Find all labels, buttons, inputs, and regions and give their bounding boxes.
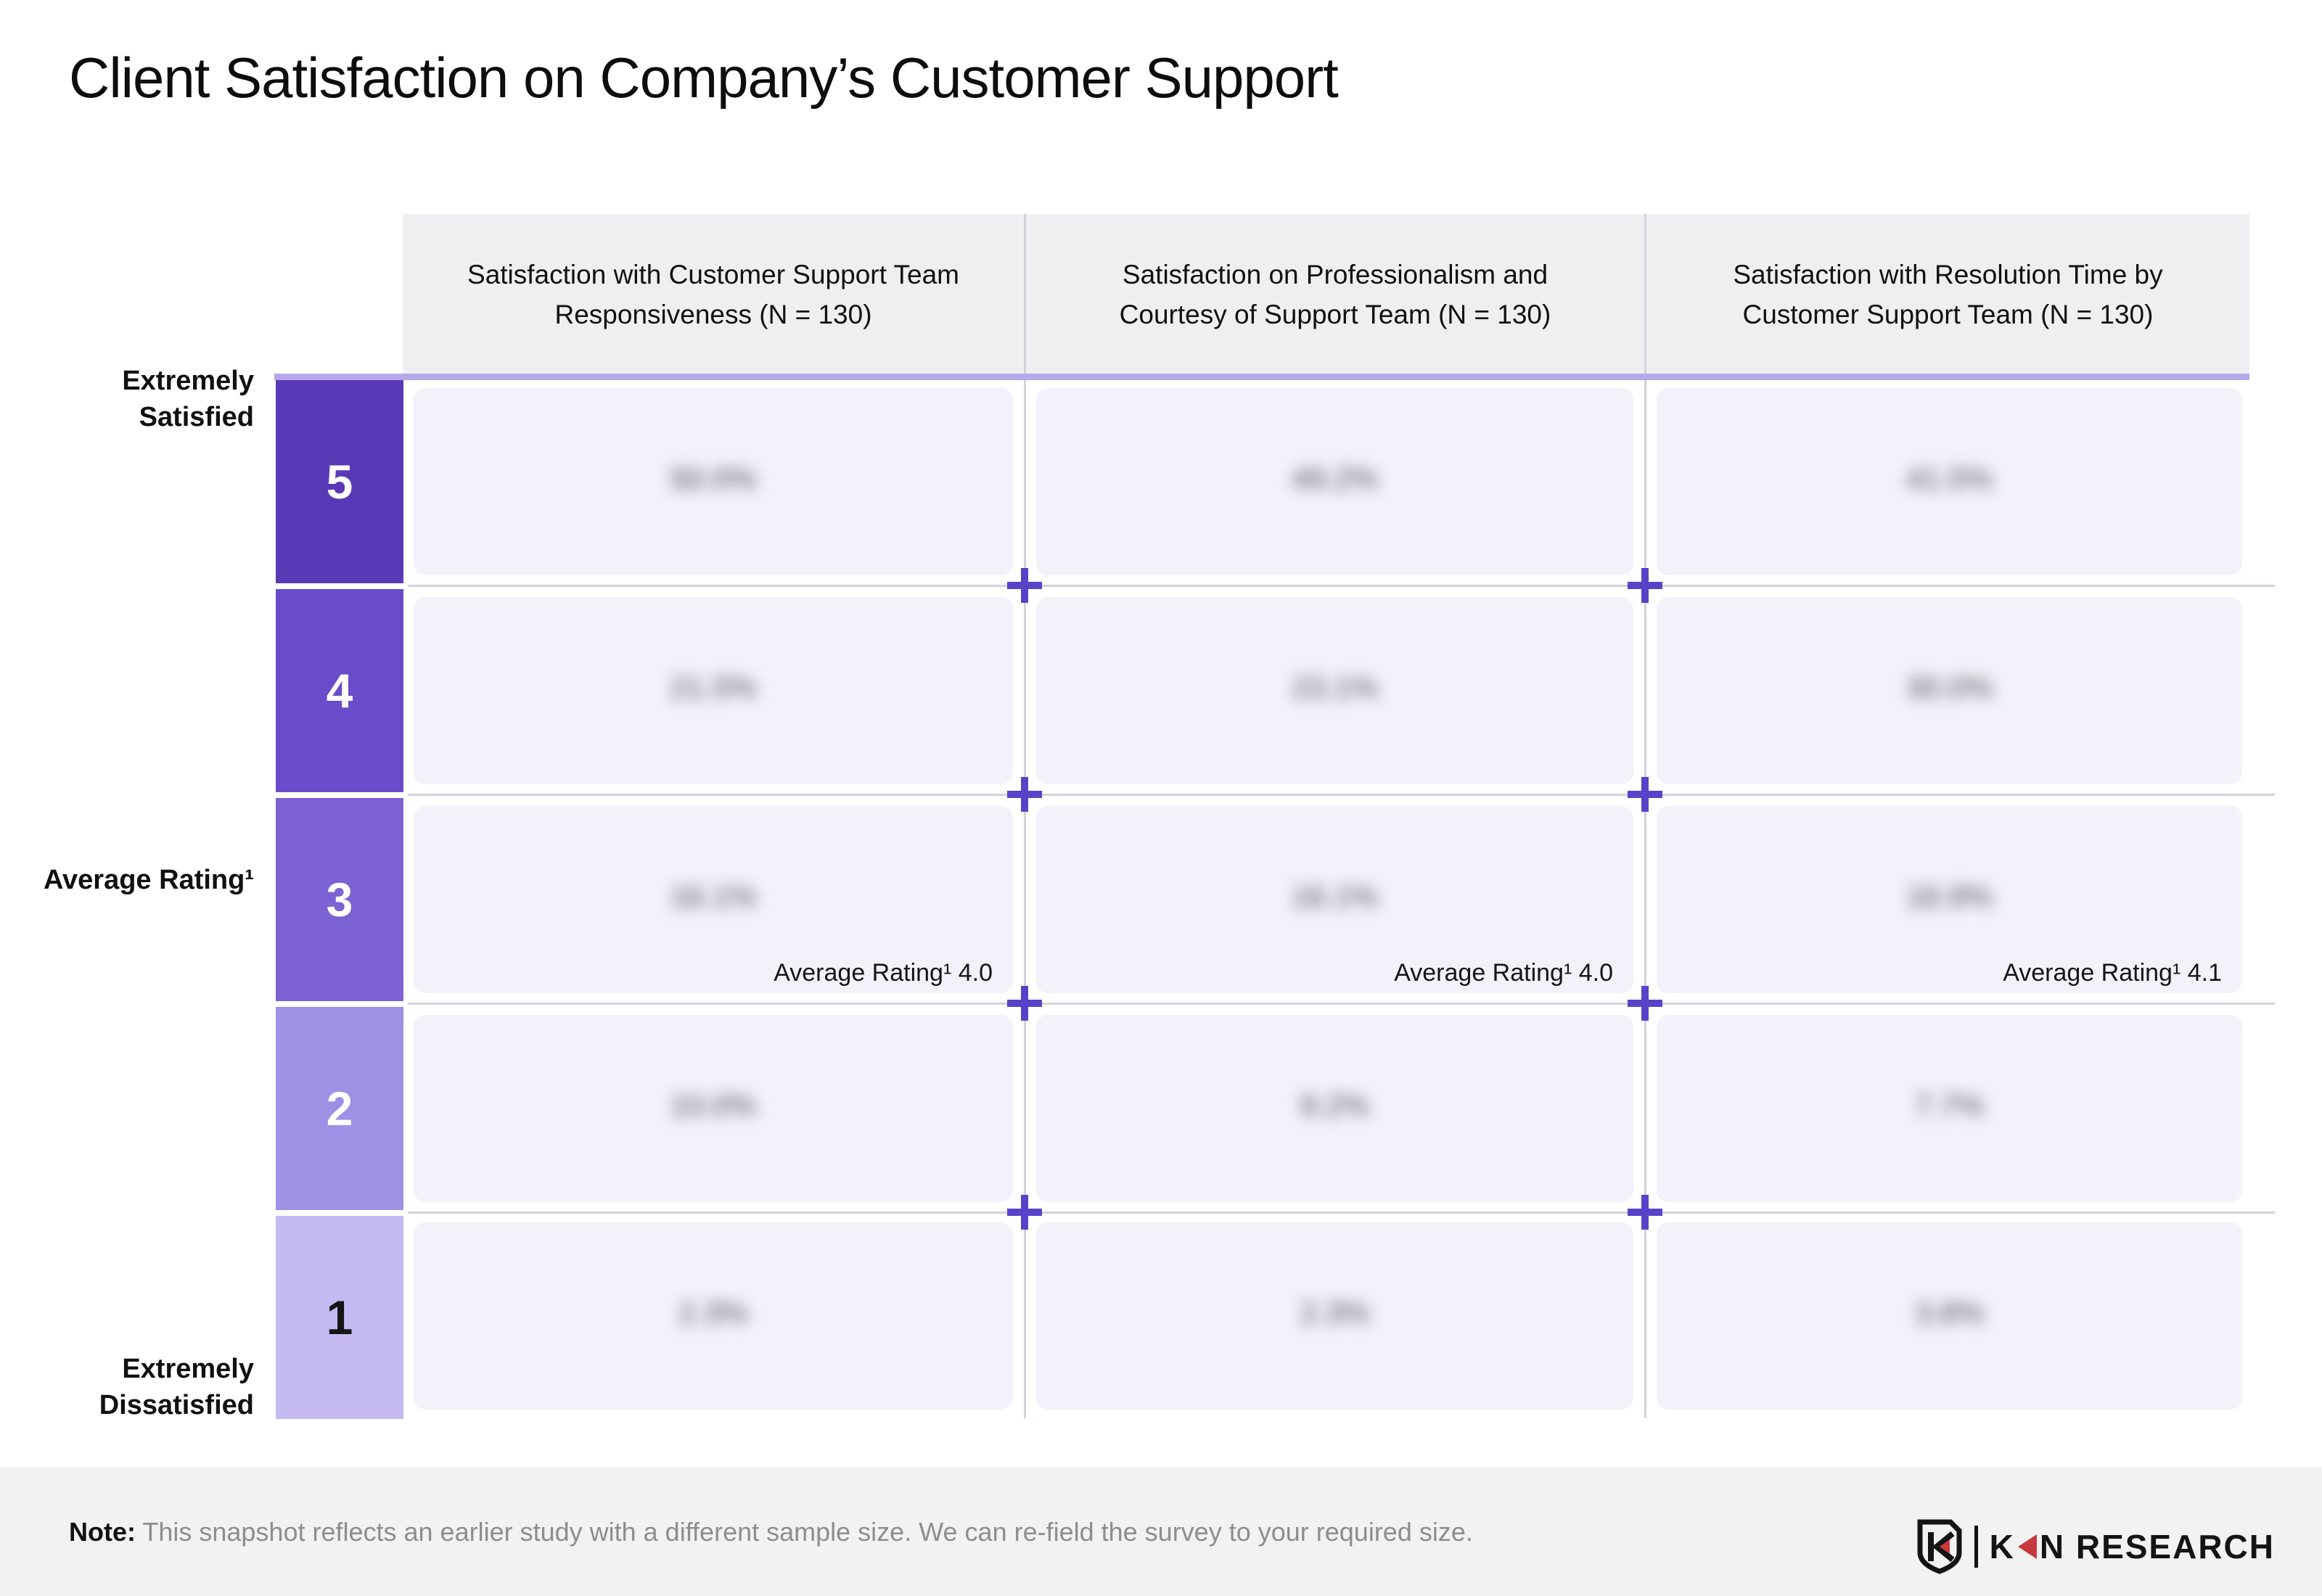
table-cell: 10.0% bbox=[414, 1015, 1013, 1202]
cell-value-blurred: 30.0% bbox=[1905, 670, 1993, 705]
ken-research-shield-icon bbox=[1917, 1519, 1962, 1574]
brand-triangle-icon bbox=[2017, 1534, 2037, 1559]
average-rating-prefix: Average Rating¹ bbox=[2003, 959, 2181, 987]
table-cell: 30.0% bbox=[1657, 597, 2242, 784]
table-cell: 23.1% bbox=[1036, 597, 1633, 784]
plus-marker-icon bbox=[1007, 568, 1042, 603]
brand-text: K N RESEARCH bbox=[1990, 1527, 2275, 1566]
plus-marker-icon bbox=[1628, 777, 1662, 812]
scale-label-average-rating: Average Rating¹ bbox=[44, 865, 254, 895]
average-rating-prefix: Average Rating¹ bbox=[774, 959, 952, 987]
ken-research-logo: K N RESEARCH bbox=[1916, 1519, 2275, 1574]
table-cell: 3.8% bbox=[1657, 1222, 2242, 1410]
table-cell: 2.3% bbox=[414, 1222, 1013, 1410]
logo-separator bbox=[1974, 1526, 1978, 1568]
note-label: Note: bbox=[69, 1517, 136, 1547]
average-rating-annotation: Average Rating¹ 4.0 bbox=[1394, 959, 1613, 987]
rating-box-5: 5 bbox=[276, 380, 403, 583]
average-rating-annotation: Average Rating¹ 4.0 bbox=[774, 959, 993, 987]
table-cell: 2.3% bbox=[1036, 1222, 1633, 1410]
table-cell: 16.1% Average Rating¹ 4.0 bbox=[1036, 806, 1633, 993]
cell-value-blurred: 2.3% bbox=[678, 1296, 748, 1330]
average-rating-prefix: Average Rating¹ bbox=[1394, 959, 1572, 987]
row-divider bbox=[408, 1212, 2275, 1214]
cell-value-blurred: 16.1% bbox=[1291, 879, 1379, 914]
rating-box-4: 4 bbox=[276, 589, 403, 792]
rating-box-1: 1 bbox=[276, 1216, 403, 1419]
table-cell: 16.1% Average Rating¹ 4.0 bbox=[414, 806, 1013, 993]
column-header-label: Satisfaction with Customer Support Team … bbox=[467, 259, 959, 330]
plus-marker-icon bbox=[1628, 1195, 1662, 1230]
cell-value-blurred: 23.1% bbox=[1291, 670, 1379, 705]
table-cell: 49.2% bbox=[1036, 388, 1633, 575]
page-title: Client Satisfaction on Company’s Custome… bbox=[69, 46, 1339, 110]
rating-box-2: 2 bbox=[276, 1007, 403, 1210]
plus-marker-icon bbox=[1628, 986, 1662, 1021]
row-divider bbox=[408, 794, 2275, 796]
scale-label-extremely-dissatisfied: Extremely Dissatisfied bbox=[99, 1354, 254, 1421]
cell-value-blurred: 49.2% bbox=[1291, 461, 1379, 496]
cell-value-blurred: 7.7% bbox=[1914, 1088, 1985, 1123]
column-header-resolution-time: Satisfaction with Resolution Time by Cus… bbox=[1646, 214, 2249, 375]
cell-value-blurred: 3.8% bbox=[1914, 1296, 1985, 1330]
row-divider bbox=[408, 1003, 2275, 1005]
table-cell: 21.5% bbox=[414, 597, 1013, 784]
average-rating-value: 4.0 bbox=[958, 959, 993, 987]
column-header-label: Satisfaction on Professionalism and Cour… bbox=[1119, 259, 1551, 330]
cell-value-blurred: 2.3% bbox=[1300, 1296, 1370, 1330]
table-cell: 9.2% bbox=[1036, 1015, 1633, 1202]
column-header-label: Satisfaction with Resolution Time by Cus… bbox=[1733, 259, 2163, 330]
average-rating-value: 4.1 bbox=[2187, 959, 2222, 987]
cell-value-blurred: 9.2% bbox=[1300, 1088, 1370, 1123]
footer-note: Note: This snapshot reflects an earlier … bbox=[69, 1516, 1473, 1547]
note-text: This snapshot reflects an earlier study … bbox=[136, 1517, 1473, 1547]
rating-box-3: 3 bbox=[276, 798, 403, 1001]
average-rating-annotation: Average Rating¹ 4.1 bbox=[2003, 959, 2222, 987]
table-cell: 7.7% bbox=[1657, 1015, 2242, 1202]
plus-marker-icon bbox=[1007, 1195, 1042, 1230]
cell-value-blurred: 16.1% bbox=[670, 879, 757, 914]
cell-value-blurred: 50.0% bbox=[670, 461, 757, 496]
table-cell: 16.9% Average Rating¹ 4.1 bbox=[1657, 806, 2242, 993]
cell-value-blurred: 41.5% bbox=[1905, 461, 1993, 496]
plus-marker-icon bbox=[1628, 568, 1662, 603]
cell-value-blurred: 21.5% bbox=[670, 670, 757, 705]
plus-marker-icon bbox=[1007, 777, 1042, 812]
cell-value-blurred: 10.0% bbox=[670, 1088, 757, 1123]
header-underline bbox=[274, 374, 2249, 380]
brand-letter-k: K bbox=[1989, 1528, 2015, 1566]
column-header-responsiveness: Satisfaction with Customer Support Team … bbox=[403, 214, 1024, 375]
footer-band bbox=[0, 1467, 2322, 1596]
plus-marker-icon bbox=[1007, 986, 1042, 1021]
average-rating-value: 4.0 bbox=[1578, 959, 1613, 987]
row-divider bbox=[408, 585, 2275, 587]
column-divider bbox=[1024, 214, 1026, 1418]
table-cell: 50.0% bbox=[414, 388, 1013, 575]
scale-label-extremely-satisfied: Extremely Satisfied bbox=[122, 366, 254, 433]
cell-value-blurred: 16.9% bbox=[1905, 879, 1993, 914]
column-header-professionalism: Satisfaction on Professionalism and Cour… bbox=[1026, 214, 1644, 375]
table-cell: 41.5% bbox=[1657, 388, 2242, 575]
brand-text-rest: N RESEARCH bbox=[2039, 1528, 2275, 1566]
column-divider bbox=[1644, 214, 1646, 1418]
